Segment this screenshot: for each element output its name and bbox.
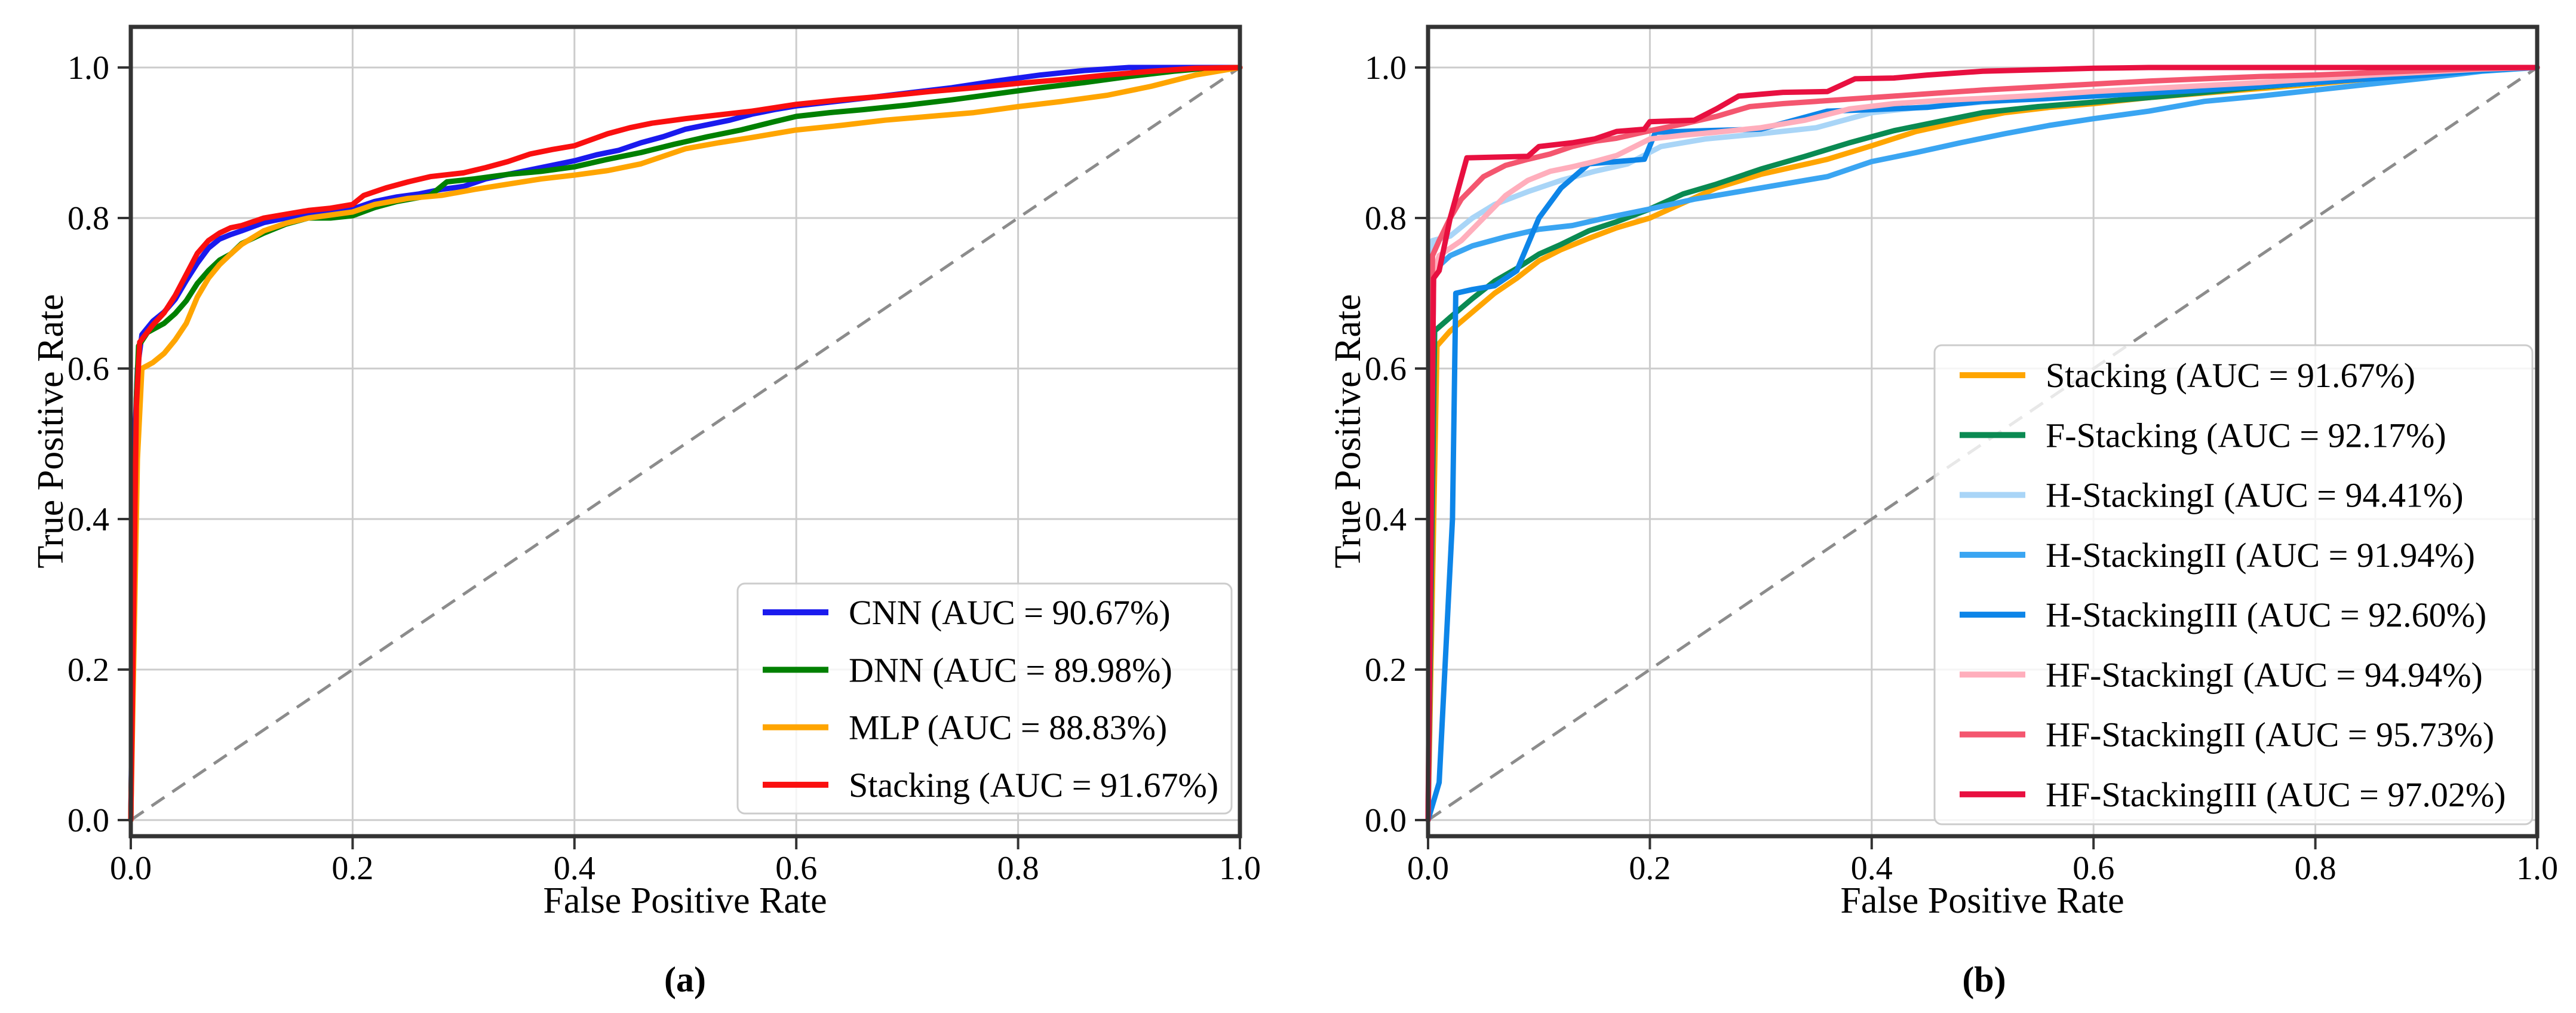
legend-item-H-StackingI: H-StackingI (AUC = 94.41%): [1960, 476, 2464, 515]
legend-label-CNN: CNN (AUC = 90.67%): [849, 593, 1171, 632]
x-axis-label-b: False Positive Rate: [1840, 880, 2124, 921]
curve-HF-StackingI: [1425, 65, 2540, 823]
legend-box: [1933, 344, 2534, 825]
caption-a: (a): [664, 960, 706, 999]
x-tick-label: 0.8: [997, 850, 1039, 887]
legend-label-F-Stacking: F-Stacking (AUC = 92.17%): [2046, 416, 2446, 455]
y-ticks: 0.0 0.2 0.4 0.6 0.8 1.0: [1365, 50, 1428, 839]
legend-label-H-StackingIII: H-StackingIII (AUC = 92.60%): [2046, 595, 2486, 634]
x-tick-label: 0.4: [1851, 850, 1893, 887]
legend-label-HF-StackingII: HF-StackingII (AUC = 95.73%): [2046, 716, 2494, 754]
legend-label-Stacking: Stacking (AUC = 91.67%): [2046, 356, 2415, 395]
legend-box: [736, 582, 1233, 815]
curve-HF-StackingIII: [1425, 65, 2540, 823]
legend-item-Stacking: Stacking (AUC = 91.67%): [763, 766, 1218, 805]
legend-label-H-StackingI: H-StackingI (AUC = 94.41%): [2046, 476, 2464, 515]
chance-diagonal: [130, 66, 1241, 822]
x-axis-label-a: False Positive Rate: [543, 880, 827, 921]
roc-chart-a: 0.0 0.2 0.4 0.6 0.8 1.0 0.0 0.2 0.4 0.6 0.8 1.0 CNN …: [30, 24, 1261, 999]
x-tick-label: 0.8: [2295, 850, 2336, 887]
legend-item-HF-StackingIII: HF-StackingIII (AUC = 97.02%): [1960, 775, 2506, 814]
curve-HF-StackingII: [1425, 65, 2540, 823]
plot-border: [128, 24, 1242, 839]
legend-item-F-Stacking: F-Stacking (AUC = 92.17%): [1960, 416, 2446, 455]
legend-item-Stacking: Stacking (AUC = 91.67%): [1960, 356, 2415, 395]
x-tick-label: 0.6: [775, 850, 817, 887]
x-ticks: 0.0 0.2 0.4 0.6 0.8 1.0: [110, 836, 1261, 887]
y-tick-label: 0.0: [67, 802, 109, 839]
y-tick-label: 0.6: [67, 351, 109, 388]
x-tick-label: 1.0: [2516, 850, 2558, 887]
chart-a-plot: 0.0 0.2 0.4 0.6 0.8 1.0 0.0 0.2 0.4 0.6 0.8 1.0 CNN …: [67, 24, 1261, 887]
legend: Stacking (AUC = 91.67%) F-Stacking (AUC =…: [1933, 344, 2534, 825]
x-tick-label: 0.0: [1407, 850, 1449, 887]
y-tick-label: 0.2: [1365, 652, 1407, 689]
y-tick-label: 0.8: [1365, 200, 1407, 237]
legend-label-HF-StackingIII: HF-StackingIII (AUC = 97.02%): [2046, 775, 2506, 814]
x-tick-label: 0.2: [331, 850, 373, 887]
legend: CNN (AUC = 90.67%) DNN (AUC = 89.98%) MLP …: [736, 582, 1233, 815]
x-tick-label: 0.2: [1629, 850, 1671, 887]
y-axis-label-b: True Positive Rate: [1328, 294, 1368, 568]
x-tick-label: 0.4: [554, 850, 595, 887]
chart-b-plot: 0.0 0.2 0.4 0.6 0.8 1.0 0.0 0.2 0.4 0.6 0.8 1.0 Stac…: [1365, 24, 2558, 887]
legend-item-HF-StackingI: HF-StackingI (AUC = 94.94%): [1960, 655, 2483, 694]
legend-item-CNN: CNN (AUC = 90.67%): [763, 593, 1171, 632]
curve-MLP: [128, 65, 1243, 823]
legend-item-MLP: MLP (AUC = 88.83%): [763, 708, 1167, 747]
y-ticks: 0.0 0.2 0.4 0.6 0.8 1.0: [67, 50, 131, 839]
legend-item-DNN: DNN (AUC = 89.98%): [763, 650, 1172, 689]
y-tick-label: 0.6: [1365, 351, 1407, 388]
x-ticks: 0.0 0.2 0.4 0.6 0.8 1.0: [1407, 836, 2558, 887]
y-tick-label: 1.0: [67, 50, 109, 87]
legend-label-HF-StackingI: HF-StackingI (AUC = 94.94%): [2046, 655, 2483, 694]
curve-Stacking: [128, 65, 1243, 823]
legend-item-H-StackingII: H-StackingII (AUC = 91.94%): [1960, 536, 2475, 575]
curve-H-StackingII: [1425, 65, 2540, 823]
roc-chart-b: 0.0 0.2 0.4 0.6 0.8 1.0 0.0 0.2 0.4 0.6 0.8 1.0 Stac…: [1328, 24, 2558, 999]
x-tick-label: 1.0: [1219, 850, 1261, 887]
y-tick-label: 0.4: [67, 501, 109, 538]
y-tick-label: 1.0: [1365, 50, 1407, 87]
y-tick-label: 0.2: [67, 652, 109, 689]
legend-label-MLP: MLP (AUC = 88.83%): [849, 708, 1167, 747]
curve-DNN: [128, 65, 1243, 823]
x-tick-label: 0.6: [2073, 850, 2114, 887]
y-axis-label-a: True Positive Rate: [30, 294, 71, 568]
y-tick-label: 0.4: [1365, 501, 1407, 538]
plot-border: [1426, 24, 2540, 839]
legend-item-H-StackingIII: H-StackingIII (AUC = 92.60%): [1960, 595, 2486, 634]
legend-label-H-StackingII: H-StackingII (AUC = 91.94%): [2046, 536, 2475, 575]
caption-b: (b): [1962, 960, 2006, 999]
legend-item-HF-StackingII: HF-StackingII (AUC = 95.73%): [1960, 716, 2494, 754]
x-tick-label: 0.0: [110, 850, 152, 887]
legend-label-Stacking: Stacking (AUC = 91.67%): [849, 766, 1218, 805]
y-tick-label: 0.0: [1365, 802, 1407, 839]
y-tick-label: 0.8: [67, 200, 109, 237]
chance-diagonal: [1427, 66, 2538, 822]
legend-label-DNN: DNN (AUC = 89.98%): [849, 650, 1172, 689]
